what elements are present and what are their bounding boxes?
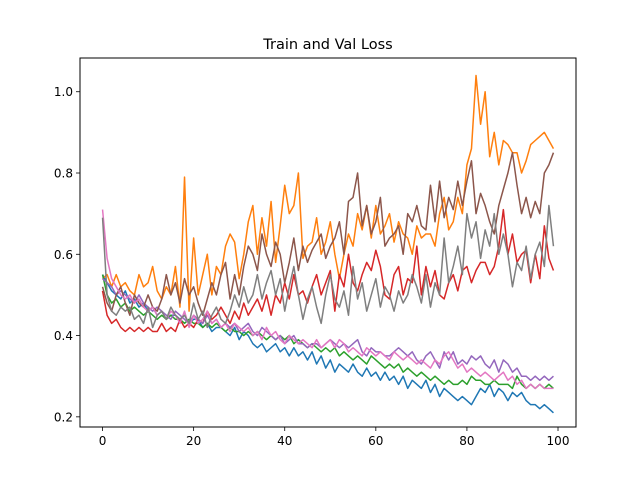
y-tick-label: 0.2 — [54, 410, 73, 424]
y-axis-ticks: 0.2 0.4 0.6 0.8 1.0 — [54, 85, 80, 424]
chart-title: Train and Val Loss — [262, 37, 392, 53]
y-tick-label: 0.6 — [54, 248, 73, 262]
y-tick-label: 0.8 — [54, 167, 73, 181]
x-tick-label: 0 — [99, 434, 107, 448]
x-tick-label: 80 — [459, 434, 474, 448]
x-tick-label: 60 — [368, 434, 383, 448]
x-axis-ticks: 0 20 40 60 80 100 — [99, 427, 570, 448]
series-line-6 — [101, 151, 555, 316]
series-line-4 — [101, 208, 555, 333]
series-line-7 — [101, 209, 554, 390]
y-tick-label: 0.4 — [54, 329, 73, 343]
series-layer — [101, 74, 555, 414]
axes-frame — [79, 57, 577, 428]
x-tick-label: 20 — [186, 434, 201, 448]
x-tick-label: 100 — [547, 434, 570, 448]
series-line-2 — [102, 74, 555, 312]
x-tick-label: 40 — [277, 434, 292, 448]
y-tick-label: 1.0 — [54, 85, 73, 99]
series-line-8 — [101, 204, 555, 329]
